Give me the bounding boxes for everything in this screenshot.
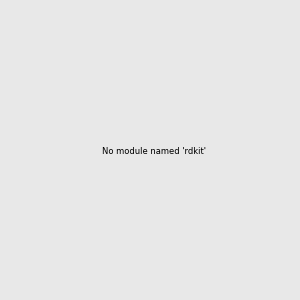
- Text: No module named 'rdkit': No module named 'rdkit': [102, 147, 206, 156]
